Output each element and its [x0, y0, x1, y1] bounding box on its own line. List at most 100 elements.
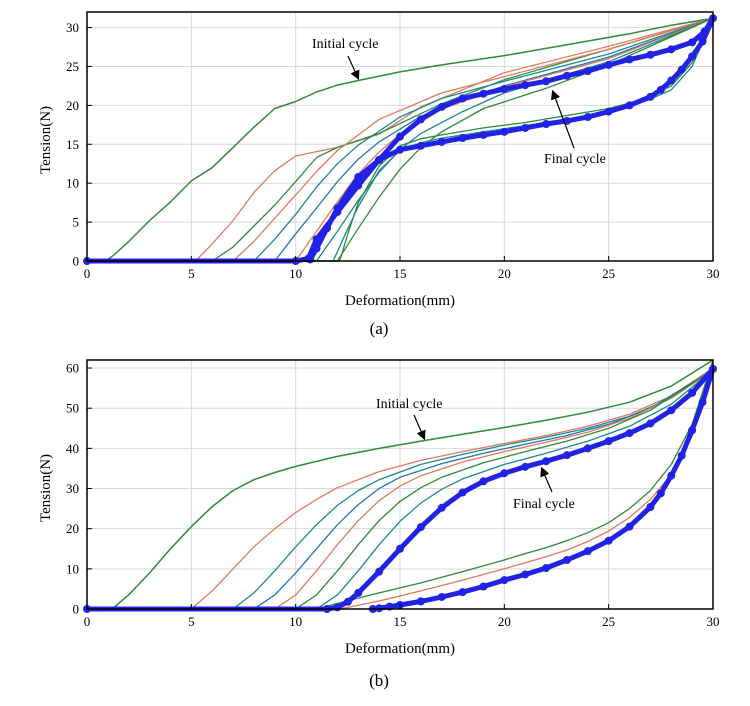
- series-marker-b-9-5: [375, 567, 384, 576]
- series-marker-a-11-31: [604, 107, 613, 116]
- series-marker-a-11-27: [667, 76, 676, 85]
- series-marker-b-9-40: [385, 602, 394, 611]
- x-tick-label-b-2: 10: [289, 614, 302, 629]
- x-tick-label-b-4: 20: [498, 614, 511, 629]
- ticks-a: 0 5 10 15 20 25 30 0 5 10 15 20 25 30: [66, 20, 720, 281]
- series-marker-b-9-30: [583, 547, 592, 556]
- series-marker-b-9-18: [646, 419, 655, 428]
- series-marker-a-11-45: [322, 224, 331, 233]
- chart-panel-a: 0 5 10 15 20 25 30 0 5 10 15 20 25 30 Deformation(mm)…: [38, 11, 720, 338]
- series-marker-a-11-14: [542, 77, 551, 86]
- series-marker-a-11-24: [698, 37, 707, 46]
- x-tick-label-a-0: 0: [84, 266, 91, 281]
- series-marker-a-11-47: [306, 255, 315, 264]
- series-line-a-4: [86, 17, 714, 262]
- series-marker-b-9-34: [500, 576, 509, 585]
- series-line-b-7: [86, 359, 714, 610]
- series-marker-b-9-35: [479, 582, 488, 591]
- series-marker-b-9-38: [416, 597, 425, 606]
- x-tick-label-b-1: 5: [188, 614, 195, 629]
- series-marker-b-9-31: [562, 556, 571, 565]
- y-tick-label-b-3: 30: [66, 481, 79, 496]
- x-tick-label-a-1: 5: [188, 266, 195, 281]
- series-marker-b-9-6: [395, 544, 404, 553]
- x-tick-label-b-3: 15: [394, 614, 407, 629]
- series-marker-b-9-25: [667, 471, 676, 480]
- series-marker-b-9-33: [521, 570, 530, 579]
- series-line-a-3: [86, 17, 714, 262]
- series-marker-b-9-9: [458, 488, 467, 497]
- series-line-b-6: [86, 369, 714, 610]
- series-marker-b-9-29: [604, 536, 613, 545]
- series-marker-a-11-29: [646, 92, 655, 101]
- series-marker-a-11-10: [458, 94, 467, 103]
- series-marker-b-9-19: [667, 406, 676, 415]
- series-line-a-6: [86, 17, 714, 262]
- series-marker-a-11-32: [583, 113, 592, 122]
- series-line-b-0: [86, 359, 714, 610]
- series-marker-a-11-46: [312, 244, 321, 253]
- series-line-b-8: [86, 367, 714, 610]
- series-marker-b-9-8: [437, 503, 446, 512]
- x-tick-label-a-3: 15: [394, 266, 407, 281]
- series-marker-a-11-42: [375, 155, 384, 164]
- series-marker-a-11-13: [521, 81, 530, 90]
- y-tick-label-a-4: 20: [66, 98, 79, 113]
- series-marker-a-11-18: [625, 55, 634, 64]
- series-marker-b-9-23: [688, 426, 697, 435]
- y-tick-label-b-1: 10: [66, 561, 79, 576]
- series-marker-b-9-10: [479, 477, 488, 486]
- x-axis-label-b: Deformation(mm): [345, 641, 455, 657]
- series-marker-a-11-43: [354, 172, 363, 181]
- series-marker-b-9-20: [688, 388, 697, 397]
- series-marker-b-9-13: [542, 457, 551, 466]
- series-marker-b-9-24: [677, 451, 686, 460]
- series-group-a: [83, 14, 717, 265]
- y-tick-label-b-5: 50: [66, 401, 79, 416]
- x-tick-label-b-6: 30: [707, 614, 720, 629]
- series-line-a-1: [86, 17, 714, 262]
- series-marker-b-9-3: [343, 597, 352, 606]
- series-line-b-3: [86, 369, 714, 610]
- x-tick-label-a-2: 10: [289, 266, 302, 281]
- series-marker-a-11-40: [416, 141, 425, 150]
- series-marker-a-11-44: [333, 204, 342, 213]
- x-tick-label-b-5: 25: [602, 614, 615, 629]
- annotation-final-cycle-a: Final cycle: [544, 152, 606, 167]
- series-marker-b-9-17: [625, 429, 634, 438]
- x-tick-label-b-0: 0: [84, 614, 91, 629]
- series-marker-a-11-19: [646, 50, 655, 59]
- series-marker-b-9-27: [646, 502, 655, 511]
- series-marker-a-11-16: [583, 67, 592, 76]
- y-tick-label-b-2: 20: [66, 521, 79, 536]
- series-marker-b-9-11: [500, 469, 509, 478]
- series-line-a-0: [86, 17, 714, 262]
- series-marker-a-11-21: [688, 38, 697, 47]
- series-marker-a-11-15: [562, 71, 571, 80]
- series-marker-a-11-12: [500, 85, 509, 94]
- x-tick-label-a-4: 20: [498, 266, 511, 281]
- series-marker-a-11-28: [656, 85, 665, 94]
- series-marker-a-11-7: [395, 132, 404, 141]
- x-tick-label-a-6: 30: [707, 266, 720, 281]
- series-marker-a-11-35: [521, 123, 530, 132]
- caption-a: (a): [370, 319, 389, 338]
- y-axis-label-b: Tension(N): [38, 454, 54, 522]
- annotation-arrow-final-b: [540, 466, 553, 493]
- y-tick-label-a-2: 10: [66, 176, 79, 191]
- series-marker-a-11-11: [479, 89, 488, 98]
- series-marker-a-11-9: [437, 102, 446, 111]
- series-line-b-4: [86, 369, 714, 610]
- x-tick-label-a-5: 25: [602, 266, 615, 281]
- series-marker-b-9-32: [542, 564, 551, 573]
- series-marker-a-11-5: [354, 181, 363, 190]
- caption-b: (b): [369, 671, 389, 690]
- series-marker-a-11-30: [625, 101, 634, 110]
- series-marker-a-11-4: [333, 207, 342, 216]
- series-line-a-2: [86, 17, 714, 262]
- series-marker-a-11-17: [604, 60, 613, 69]
- series-marker-b-9-16: [604, 437, 613, 446]
- annotation-initial-cycle-a: Initial cycle: [312, 37, 378, 52]
- series-marker-b-9-37: [437, 592, 446, 601]
